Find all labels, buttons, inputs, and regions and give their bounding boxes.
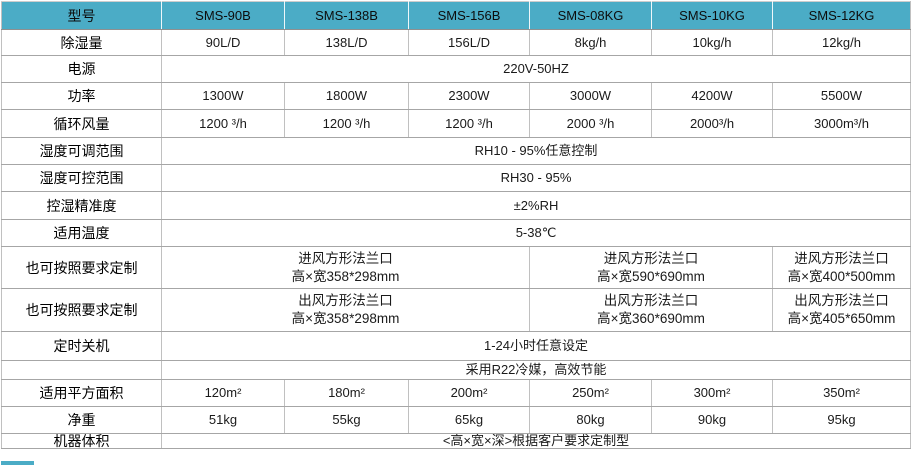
row-label-cell: 适用温度 [1, 219, 162, 247]
value-cell: 180m² [284, 379, 409, 407]
flange-cell: 进风方形法兰口 高×宽400*500mm [772, 246, 911, 289]
flange-size-text: 高×宽360*690mm [597, 311, 705, 326]
cutoff-next-section-strip [1, 461, 34, 465]
merged-value-cell: <高×宽×深>根据客户要求定制型 [161, 433, 911, 449]
value-cell: 300m² [651, 379, 773, 407]
row-label-cell: 也可按照要求定制 [1, 288, 162, 332]
merged-value-cell: ±2%RH [161, 191, 911, 220]
row-label-cell [1, 360, 162, 380]
row-power-supply: 电源 220V-50HZ [1, 55, 911, 83]
row-custom-outlet-flange: 也可按照要求定制 出风方形法兰口 高×宽358*298mm 出风方形法兰口 高×… [1, 288, 911, 332]
value-cell: 138L/D [284, 29, 409, 56]
flange-type-text: 出风方形法兰口 [603, 293, 699, 308]
value-cell: 12kg/h [772, 29, 911, 56]
flange-cell: 进风方形法兰口 高×宽358*298mm [161, 246, 530, 289]
flange-type-text: 进风方形法兰口 [794, 250, 889, 266]
flange-size-text: 高×宽358*298mm [291, 268, 400, 284]
value-cell: 1200 ³/h [161, 109, 285, 138]
row-label-cell: 电源 [1, 55, 162, 83]
value-cell: 65kg [408, 406, 530, 434]
flange-cell: 出风方形法兰口 高×宽360*690mm [529, 288, 773, 332]
value-cell: 51kg [161, 406, 285, 434]
value-cell: 90L/D [161, 29, 285, 56]
value-cell: 1300W [161, 82, 285, 110]
value-cell: 2000 ³/h [529, 109, 652, 138]
row-label-cell: 除湿量 [1, 29, 162, 56]
row-applicable-area: 适用平方面积 120m² 180m² 200m² 250m² 300m² 350… [1, 379, 911, 407]
value-cell: 2300W [408, 82, 530, 110]
value-cell: 156L/D [408, 29, 530, 56]
row-timed-shutdown: 定时关机 1-24小时任意设定 [1, 331, 911, 361]
value-cell: 55kg [284, 406, 409, 434]
row-label-cell: 湿度可控范围 [1, 164, 162, 192]
merged-value-cell: RH10 - 95%任意控制 [161, 137, 911, 165]
value-cell: 8kg/h [529, 29, 652, 56]
row-label-cell: 控湿精准度 [1, 191, 162, 220]
row-dehumidify-capacity: 除湿量 90L/D 138L/D 156L/D 8kg/h 10kg/h 12k… [1, 29, 911, 56]
value-cell: 1200 ³/h [284, 109, 409, 138]
merged-value-cell: 1-24小时任意设定 [161, 331, 911, 361]
value-cell: 250m² [529, 379, 652, 407]
value-cell: 2000³/h [651, 109, 773, 138]
header-cell-sms-138b: SMS-138B [284, 1, 409, 30]
value-cell: 80kg [529, 406, 652, 434]
flange-type-text: 进风方形法兰口 [603, 250, 699, 266]
row-humidity-controllable-range: 湿度可控范围 RH30 - 95% [1, 164, 911, 192]
row-humidity-adjustable-range: 湿度可调范围 RH10 - 95%任意控制 [1, 137, 911, 165]
row-label-cell: 净重 [1, 406, 162, 434]
row-label-cell: 也可按照要求定制 [1, 246, 162, 289]
merged-value-cell: 5-38℃ [161, 219, 911, 247]
value-cell: 3000W [529, 82, 652, 110]
row-net-weight: 净重 51kg 55kg 65kg 80kg 90kg 95kg [1, 406, 911, 434]
row-refrigerant-note: 采用R22冷媒，高效节能 [1, 360, 911, 380]
row-power: 功率 1300W 1800W 2300W 3000W 4200W 5500W [1, 82, 911, 110]
header-cell-sms-90b: SMS-90B [161, 1, 285, 30]
flange-type-text: 出风方形法兰口 [794, 293, 889, 308]
header-cell-sms-10kg: SMS-10KG [651, 1, 773, 30]
row-label-cell: 湿度可调范围 [1, 137, 162, 165]
row-label-cell: 适用平方面积 [1, 379, 162, 407]
row-label-cell: 功率 [1, 82, 162, 110]
flange-cell: 出风方形法兰口 高×宽358*298mm [161, 288, 530, 332]
row-air-circulation: 循环风量 1200 ³/h 1200 ³/h 1200 ³/h 2000 ³/h… [1, 109, 911, 138]
value-cell: 90kg [651, 406, 773, 434]
flange-size-text: 高×宽358*298mm [291, 311, 400, 326]
merged-value-cell: 采用R22冷媒，高效节能 [161, 360, 911, 380]
value-cell: 350m² [772, 379, 911, 407]
row-custom-inlet-flange: 也可按照要求定制 进风方形法兰口 高×宽358*298mm 进风方形法兰口 高×… [1, 246, 911, 289]
value-cell: 1800W [284, 82, 409, 110]
header-cell-sms-156b: SMS-156B [408, 1, 530, 30]
header-cell-sms-12kg: SMS-12KG [772, 1, 911, 30]
value-cell: 5500W [772, 82, 911, 110]
row-machine-volume: 机器体积 <高×宽×深>根据客户要求定制型 [1, 433, 911, 449]
value-cell: 3000m³/h [772, 109, 911, 138]
value-cell: 120m² [161, 379, 285, 407]
row-humidity-accuracy: 控湿精准度 ±2%RH [1, 191, 911, 220]
flange-type-text: 进风方形法兰口 [298, 250, 393, 266]
row-label-cell: 机器体积 [1, 433, 162, 449]
row-applicable-temperature: 适用温度 5-38℃ [1, 219, 911, 247]
flange-cell: 进风方形法兰口 高×宽590*690mm [529, 246, 773, 289]
flange-cell: 出风方形法兰口 高×宽405*650mm [772, 288, 911, 332]
flange-size-text: 高×宽590*690mm [597, 268, 705, 284]
row-label-cell: 循环风量 [1, 109, 162, 138]
merged-value-cell: 220V-50HZ [161, 55, 911, 83]
header-model-label: 型号 [1, 1, 162, 30]
spec-table: 型号 SMS-90B SMS-138B SMS-156B SMS-08KG SM… [1, 1, 911, 449]
value-cell: 10kg/h [651, 29, 773, 56]
flange-size-text: 高×宽405*650mm [787, 311, 896, 326]
flange-type-text: 出风方形法兰口 [298, 293, 393, 308]
row-label-cell: 定时关机 [1, 331, 162, 361]
merged-value-cell: RH30 - 95% [161, 164, 911, 192]
header-row: 型号 SMS-90B SMS-138B SMS-156B SMS-08KG SM… [1, 1, 911, 30]
value-cell: 200m² [408, 379, 530, 407]
value-cell: 1200 ³/h [408, 109, 530, 138]
flange-size-text: 高×宽400*500mm [787, 268, 896, 284]
header-cell-sms-08kg: SMS-08KG [529, 1, 652, 30]
value-cell: 4200W [651, 82, 773, 110]
value-cell: 95kg [772, 406, 911, 434]
